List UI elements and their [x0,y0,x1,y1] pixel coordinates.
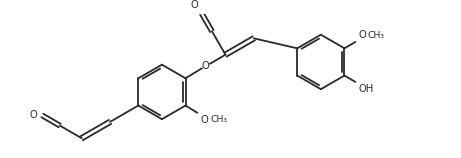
Text: O: O [30,110,37,120]
Text: O: O [358,30,366,40]
Text: CH₃: CH₃ [367,31,384,40]
Text: O: O [190,0,198,10]
Text: O: O [201,61,209,71]
Text: CH₃: CH₃ [210,115,227,124]
Text: O: O [201,115,209,125]
Text: OH: OH [358,84,373,94]
